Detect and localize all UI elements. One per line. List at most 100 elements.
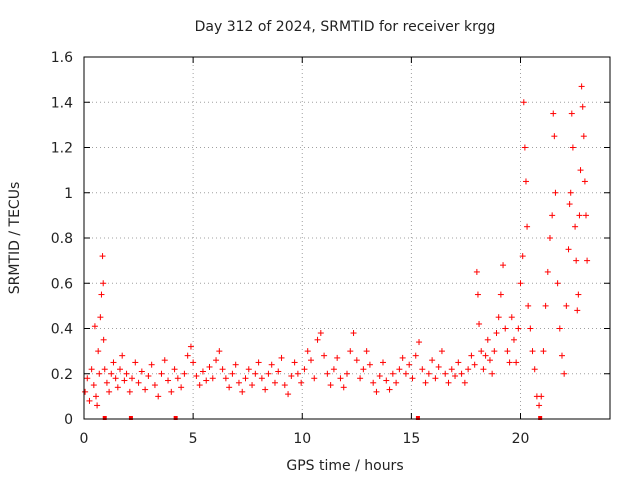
data-point: [544, 268, 551, 275]
data-point: [255, 359, 262, 366]
data-point: [380, 359, 387, 366]
data-point: [521, 144, 528, 151]
data-point: [506, 359, 513, 366]
data-point: [99, 253, 106, 260]
data-point: [161, 357, 168, 364]
data-point: [522, 178, 529, 185]
y-tick-label: 0: [64, 412, 73, 428]
data-point: [330, 366, 337, 373]
data-point: [178, 384, 185, 391]
data-point: [317, 330, 324, 337]
data-point: [353, 357, 360, 364]
data-point: [294, 370, 301, 377]
data-point: [540, 348, 547, 355]
data-point: [265, 370, 272, 377]
data-point: [222, 375, 229, 382]
data-point: [393, 379, 400, 386]
data-point: [495, 314, 502, 321]
data-point: [314, 336, 321, 343]
data-point: [568, 110, 575, 117]
data-point: [569, 144, 576, 151]
data-point: [93, 393, 100, 400]
data-point: [525, 302, 532, 309]
data-point: [554, 280, 561, 287]
data-point: [513, 359, 520, 366]
data-point: [97, 314, 104, 321]
data-point: [232, 361, 239, 368]
data-point: [350, 330, 357, 337]
data-point: [86, 397, 93, 404]
data-point: [419, 366, 426, 373]
data-point: [95, 348, 102, 355]
data-point: [121, 377, 128, 384]
data-point: [549, 212, 556, 219]
data-point: [366, 361, 373, 368]
data-point: [206, 363, 213, 370]
data-point: [422, 379, 429, 386]
data-point: [262, 386, 269, 393]
data-point: [307, 357, 314, 364]
data-point: [480, 366, 487, 373]
chart-title: Day 312 of 2024, SRMTID for receiver krg…: [195, 19, 496, 35]
data-point: [542, 302, 549, 309]
data-point: [275, 368, 282, 375]
data-point: [566, 201, 573, 208]
data-point: [497, 291, 504, 298]
data-point: [551, 133, 558, 140]
data-point: [219, 366, 226, 373]
data-point: [337, 375, 344, 382]
data-point: [106, 388, 113, 395]
data-point: [252, 370, 259, 377]
data-point: [502, 325, 509, 332]
data-point: [563, 302, 570, 309]
data-point: [386, 386, 393, 393]
data-point: [452, 373, 459, 380]
data-point: [298, 379, 305, 386]
x-tick-label: 0: [80, 431, 89, 447]
data-point: [226, 384, 233, 391]
data-point: [98, 291, 105, 298]
data-point: [584, 257, 591, 264]
data-point: [324, 370, 331, 377]
data-point: [510, 336, 517, 343]
data-point: [484, 336, 491, 343]
plot-frame: [83, 56, 611, 420]
data-point: [500, 262, 507, 269]
data-point: [112, 375, 119, 382]
data-point: [181, 370, 188, 377]
data-point: [579, 103, 586, 110]
data-point: [123, 370, 130, 377]
gap-marker: [128, 416, 133, 420]
data-point: [84, 375, 91, 382]
data-point: [281, 382, 288, 389]
data-point: [573, 257, 580, 264]
x-tick-label: 15: [402, 431, 420, 447]
data-point: [117, 366, 124, 373]
data-point: [425, 370, 432, 377]
data-point: [406, 361, 413, 368]
data-point: [209, 375, 216, 382]
data-point: [340, 384, 347, 391]
data-point: [271, 379, 278, 386]
data-point: [486, 357, 493, 364]
data-point: [199, 368, 206, 375]
data-point: [119, 352, 126, 359]
gap-marker: [538, 416, 543, 420]
data-point: [435, 363, 442, 370]
data-point: [478, 348, 485, 355]
data-point: [142, 386, 149, 393]
data-point: [291, 359, 298, 366]
data-point: [168, 388, 175, 395]
data-point: [508, 314, 515, 321]
data-point: [493, 330, 500, 337]
data-point: [580, 133, 587, 140]
y-tick-label: 0.8: [51, 231, 73, 247]
data-point: [442, 370, 449, 377]
label-layer: 0 0.2 0.4 0.6 0.8 1 1.2 1.4 1.6 0 5 10 15 20: [51, 50, 530, 447]
data-point: [203, 377, 210, 384]
data-point: [582, 212, 589, 219]
data-point: [565, 246, 572, 253]
data-point: [529, 348, 536, 355]
data-point: [187, 343, 194, 350]
data-point: [531, 366, 538, 373]
